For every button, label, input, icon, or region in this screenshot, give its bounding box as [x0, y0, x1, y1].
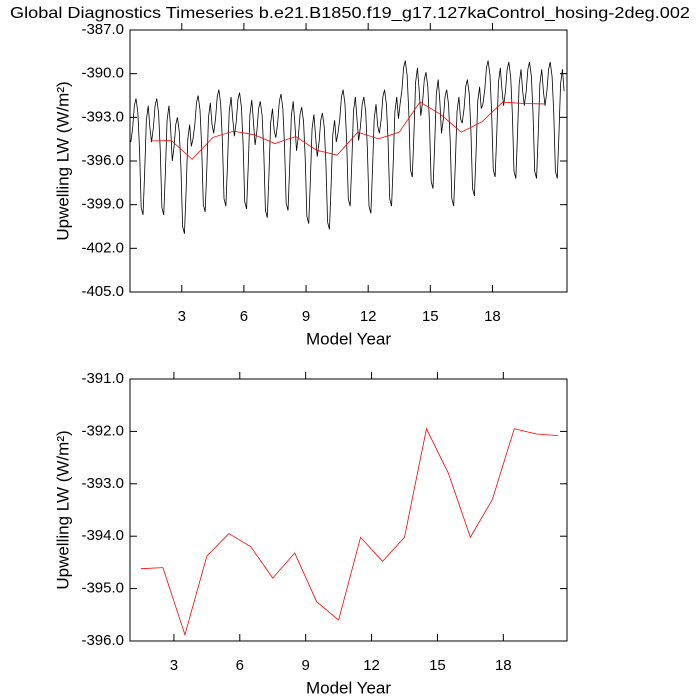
x-tick-label: 6	[240, 308, 248, 325]
y-tick-label: -391.0	[81, 370, 124, 387]
x-tick-label: 18	[495, 657, 512, 674]
panel: -405.0 -402.0 -399.0 -396.0 -393.0 -390.0 -387…	[53, 21, 568, 348]
x-tick-label: 3	[178, 308, 186, 325]
x-tick-label: 9	[302, 308, 310, 325]
y-axis-title: Upwelling LW (W/m²)	[53, 81, 72, 240]
y-tick-label: -387.0	[81, 21, 124, 38]
data-line	[140, 427, 559, 637]
y-axis-title: Upwelling LW (W/m²)	[53, 430, 72, 589]
y-tick-label: -405.0	[81, 283, 124, 300]
y-tick-label: -390.0	[81, 65, 124, 82]
x-tick-label: 6	[236, 657, 244, 674]
y-tick-label: -393.0	[81, 475, 124, 492]
chart-title: Global Diagnostics Timeseries b.e21.B185…	[10, 5, 690, 22]
x-axis-title: Model Year	[306, 678, 391, 697]
y-tick-label: -392.0	[81, 422, 124, 439]
y-tick-label: -396.0	[81, 632, 124, 649]
x-tick-label: 3	[170, 657, 178, 674]
data-line	[130, 60, 565, 234]
x-axis-title: Model Year	[306, 329, 391, 348]
x-tick-label: 12	[360, 308, 377, 325]
data-line	[150, 101, 545, 160]
x-tick-label: 15	[429, 657, 446, 674]
y-tick-label: -402.0	[81, 239, 124, 256]
panel: -396.0 -395.0 -394.0 -393.0 -392.0 -391.0 3 6 9 1…	[53, 370, 568, 697]
x-tick-label: 12	[363, 657, 380, 674]
y-tick-label: -396.0	[81, 152, 124, 169]
plot-frame	[129, 378, 568, 642]
y-tick-label: -393.0	[81, 108, 124, 125]
plot-frame	[129, 29, 568, 293]
y-tick-label: -395.0	[81, 580, 124, 597]
x-tick-label: 9	[302, 657, 310, 674]
x-tick-label: 15	[422, 308, 439, 325]
y-tick-label: -394.0	[81, 527, 124, 544]
y-tick-label: -399.0	[81, 196, 124, 213]
x-tick-label: 18	[484, 308, 501, 325]
